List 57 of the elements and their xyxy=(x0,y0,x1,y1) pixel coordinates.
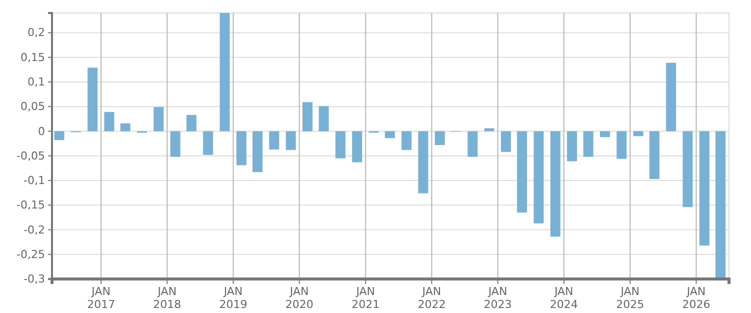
bar xyxy=(252,131,263,172)
bar xyxy=(550,131,560,237)
bar xyxy=(699,131,710,246)
x-tick-label: JAN 2018 xyxy=(153,285,182,311)
bar xyxy=(567,131,578,162)
bar xyxy=(335,131,346,158)
x-tick-label: JAN 2022 xyxy=(418,285,446,311)
x-tick-label: JAN 2025 xyxy=(616,285,644,311)
y-tick-label: 0,15 xyxy=(20,50,45,64)
bar xyxy=(54,131,64,140)
y-tick-label: -0,05 xyxy=(16,149,45,162)
bar xyxy=(236,131,246,166)
bar xyxy=(649,131,660,180)
y-tick-label: 0,05 xyxy=(20,100,45,114)
y-tick-label: -0,3 xyxy=(24,272,45,286)
bar xyxy=(170,131,180,157)
y-tick-label: -0,2 xyxy=(24,223,45,236)
bar xyxy=(434,131,445,146)
bar xyxy=(186,114,196,132)
bar xyxy=(104,112,114,132)
x-tick-label: JAN 2017 xyxy=(87,285,116,311)
bar xyxy=(203,131,214,155)
bar xyxy=(468,131,478,157)
x-tick-label: JAN 2026 xyxy=(682,285,710,311)
bar xyxy=(269,131,280,150)
bar xyxy=(583,131,594,157)
x-tick-label: JAN 2020 xyxy=(285,285,314,311)
bar xyxy=(318,106,329,132)
bar xyxy=(120,123,130,132)
bar xyxy=(154,107,164,132)
bar xyxy=(418,131,428,194)
x-tick-label: JAN 2019 xyxy=(219,285,248,311)
bar xyxy=(302,102,312,132)
bar xyxy=(600,131,610,138)
bar xyxy=(286,131,296,150)
bar xyxy=(666,62,676,132)
bar xyxy=(88,68,98,132)
x-tick-label: JAN 2021 xyxy=(352,285,380,311)
bar xyxy=(682,131,693,208)
bar xyxy=(352,131,362,162)
y-tick-label: -0,25 xyxy=(16,248,45,261)
bar xyxy=(633,131,644,136)
x-tick-label: JAN 2024 xyxy=(550,285,578,311)
y-tick-label: 0 xyxy=(38,124,45,138)
bar xyxy=(715,131,726,279)
bar xyxy=(220,13,230,132)
bar xyxy=(534,131,544,224)
bar xyxy=(402,131,412,150)
bar xyxy=(517,131,528,212)
y-tick-label: 0,1 xyxy=(28,75,45,88)
y-tick-label: -0,1 xyxy=(24,174,45,187)
bar xyxy=(500,131,511,152)
y-tick-label: 0,2 xyxy=(28,26,45,40)
bar xyxy=(616,131,627,159)
x-tick-label: JAN 2023 xyxy=(484,285,512,311)
bar xyxy=(384,131,395,138)
y-tick-label: -0,15 xyxy=(16,198,45,212)
